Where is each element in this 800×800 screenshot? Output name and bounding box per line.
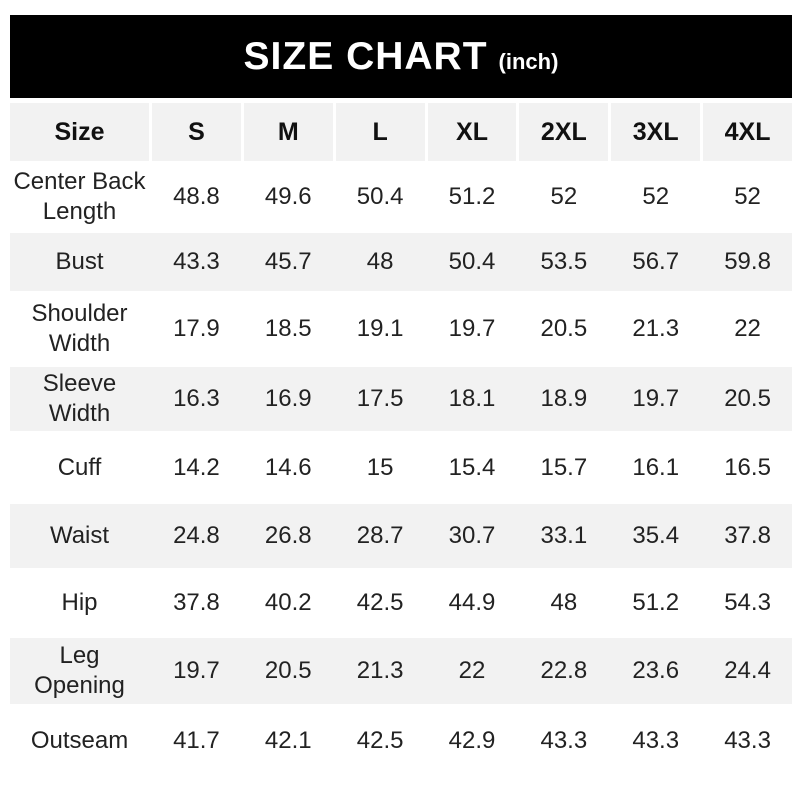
value-cell: 14.2 [173,453,220,481]
page-title: SIZE CHART [243,34,488,78]
value-cell: 18.9 [540,385,588,412]
value-cell: 52 [550,183,578,210]
value-cell: 15.4 [448,453,496,481]
value-cell: 16.9 [264,385,312,412]
row-label: Outseam [30,727,129,754]
value-cell: 19.1 [356,315,404,342]
value-cell: 42.5 [356,727,404,754]
value-cell: 17.5 [356,385,404,412]
value-cell: 16.1 [632,453,680,481]
value-cell: 37.8 [173,589,220,616]
value-cell: 41.7 [173,727,220,754]
table-row: Sleeve Width 16.3 16.9 17.5 18.1 18.9 19.7 20.5 [10,367,792,431]
value-cell: 15 [366,453,394,481]
value-cell: 54.3 [724,589,771,616]
value-cell: 16.3 [173,385,220,412]
table-row: Cuff 14.2 14.6 15 15.4 15.7 16.1 16.5 [10,431,792,504]
table-row: Shoulder Width 17.9 18.5 19.1 19.7 20.5 21.3 22 [10,291,792,367]
header-cell: 4XL [703,103,792,161]
table-row: Leg Opening 19.7 20.5 21.3 22 22.8 23.6 24.4 [10,638,792,704]
value-cell: 35.4 [632,522,680,549]
value-cell: 42.5 [356,589,404,616]
value-cell: 22.8 [540,657,588,684]
value-cell: 56.7 [632,248,680,275]
table-header-row: Size S M L XL 2XL 3XL 4XL [10,103,792,161]
value-cell: 51.2 [448,183,496,210]
header-cell: 3XL [611,103,701,161]
value-cell: 17.9 [173,315,220,342]
value-cell: 42.9 [448,727,496,754]
row-label: Center Back Length [13,168,146,225]
table-row: Center Back Length 48.8 49.6 50.4 51.2 52 52 52 [10,161,792,233]
header-cell-size: Size [10,103,149,161]
value-cell: 24.8 [173,522,220,549]
value-cell: 30.7 [448,522,496,549]
value-cell: 49.6 [264,183,312,210]
value-cell: 50.4 [448,248,496,275]
value-cell: 23.6 [632,657,680,684]
value-cell: 24.4 [724,657,771,684]
value-cell: 19.7 [448,315,496,342]
value-cell: 14.6 [264,453,312,481]
value-cell: 21.3 [632,315,680,342]
value-cell: 20.5 [724,385,771,412]
table-row: Waist 24.8 26.8 28.7 30.7 33.1 35.4 37.8 [10,504,792,568]
value-cell: 19.7 [173,657,220,684]
value-cell: 44.9 [448,589,496,616]
header-cell: XL [427,103,517,161]
header-cell: S [152,103,241,161]
title-banner: SIZE CHART (inch) [10,15,792,98]
value-cell: 53.5 [540,248,588,275]
value-cell: 15.7 [540,453,588,481]
row-label: Waist [49,522,110,549]
value-cell: 33.1 [540,522,588,549]
value-cell: 22 [734,315,761,342]
value-cell: 48.8 [173,183,220,210]
table-row: Outseam 41.7 42.1 42.5 42.9 43.3 43.3 43.3 [10,704,792,778]
size-table: Size S M L XL 2XL 3XL 4XL Center Back Length 48.… [10,103,792,778]
value-cell: 43.3 [173,248,220,275]
value-cell: 28.7 [356,522,404,549]
value-cell: 43.3 [632,727,680,754]
row-label: Cuff [57,453,102,481]
title-unit-label: (inch) [498,48,559,74]
value-cell: 40.2 [264,589,312,616]
value-cell: 20.5 [540,315,588,342]
table-row: Hip 37.8 40.2 42.5 44.9 48 51.2 54.3 [10,568,792,638]
row-label: Bust [55,248,104,275]
value-cell: 50.4 [356,183,404,210]
row-label: Sleeve Width [42,370,117,427]
value-cell: 59.8 [724,248,771,275]
header-cell: L [335,103,425,161]
row-label: Hip [61,589,98,616]
row-label: Shoulder Width [31,300,128,357]
value-cell: 26.8 [264,522,312,549]
value-cell: 45.7 [264,248,312,275]
row-label: Leg Opening [34,642,125,699]
value-cell: 22 [458,657,486,684]
size-chart: SIZE CHART (inch) Size S M L XL 2XL 3XL 4XL Cen… [10,15,792,778]
value-cell: 18.5 [264,315,312,342]
value-cell: 48 [550,589,578,616]
value-cell: 48 [366,248,394,275]
value-cell: 20.5 [264,657,312,684]
value-cell: 16.5 [724,453,771,481]
value-cell: 37.8 [724,522,771,549]
value-cell: 43.3 [540,727,588,754]
value-cell: 21.3 [356,657,404,684]
title-group: SIZE CHART (inch) [244,35,559,79]
value-cell: 18.1 [448,385,496,412]
value-cell: 43.3 [724,727,771,754]
table-row: Bust 43.3 45.7 48 50.4 53.5 56.7 59.8 [10,233,792,291]
header-cell: M [243,103,333,161]
header-cell: 2XL [519,103,609,161]
value-cell: 42.1 [264,727,312,754]
value-cell: 52 [734,183,761,210]
value-cell: 52 [642,183,670,210]
value-cell: 19.7 [632,385,680,412]
value-cell: 51.2 [632,589,680,616]
